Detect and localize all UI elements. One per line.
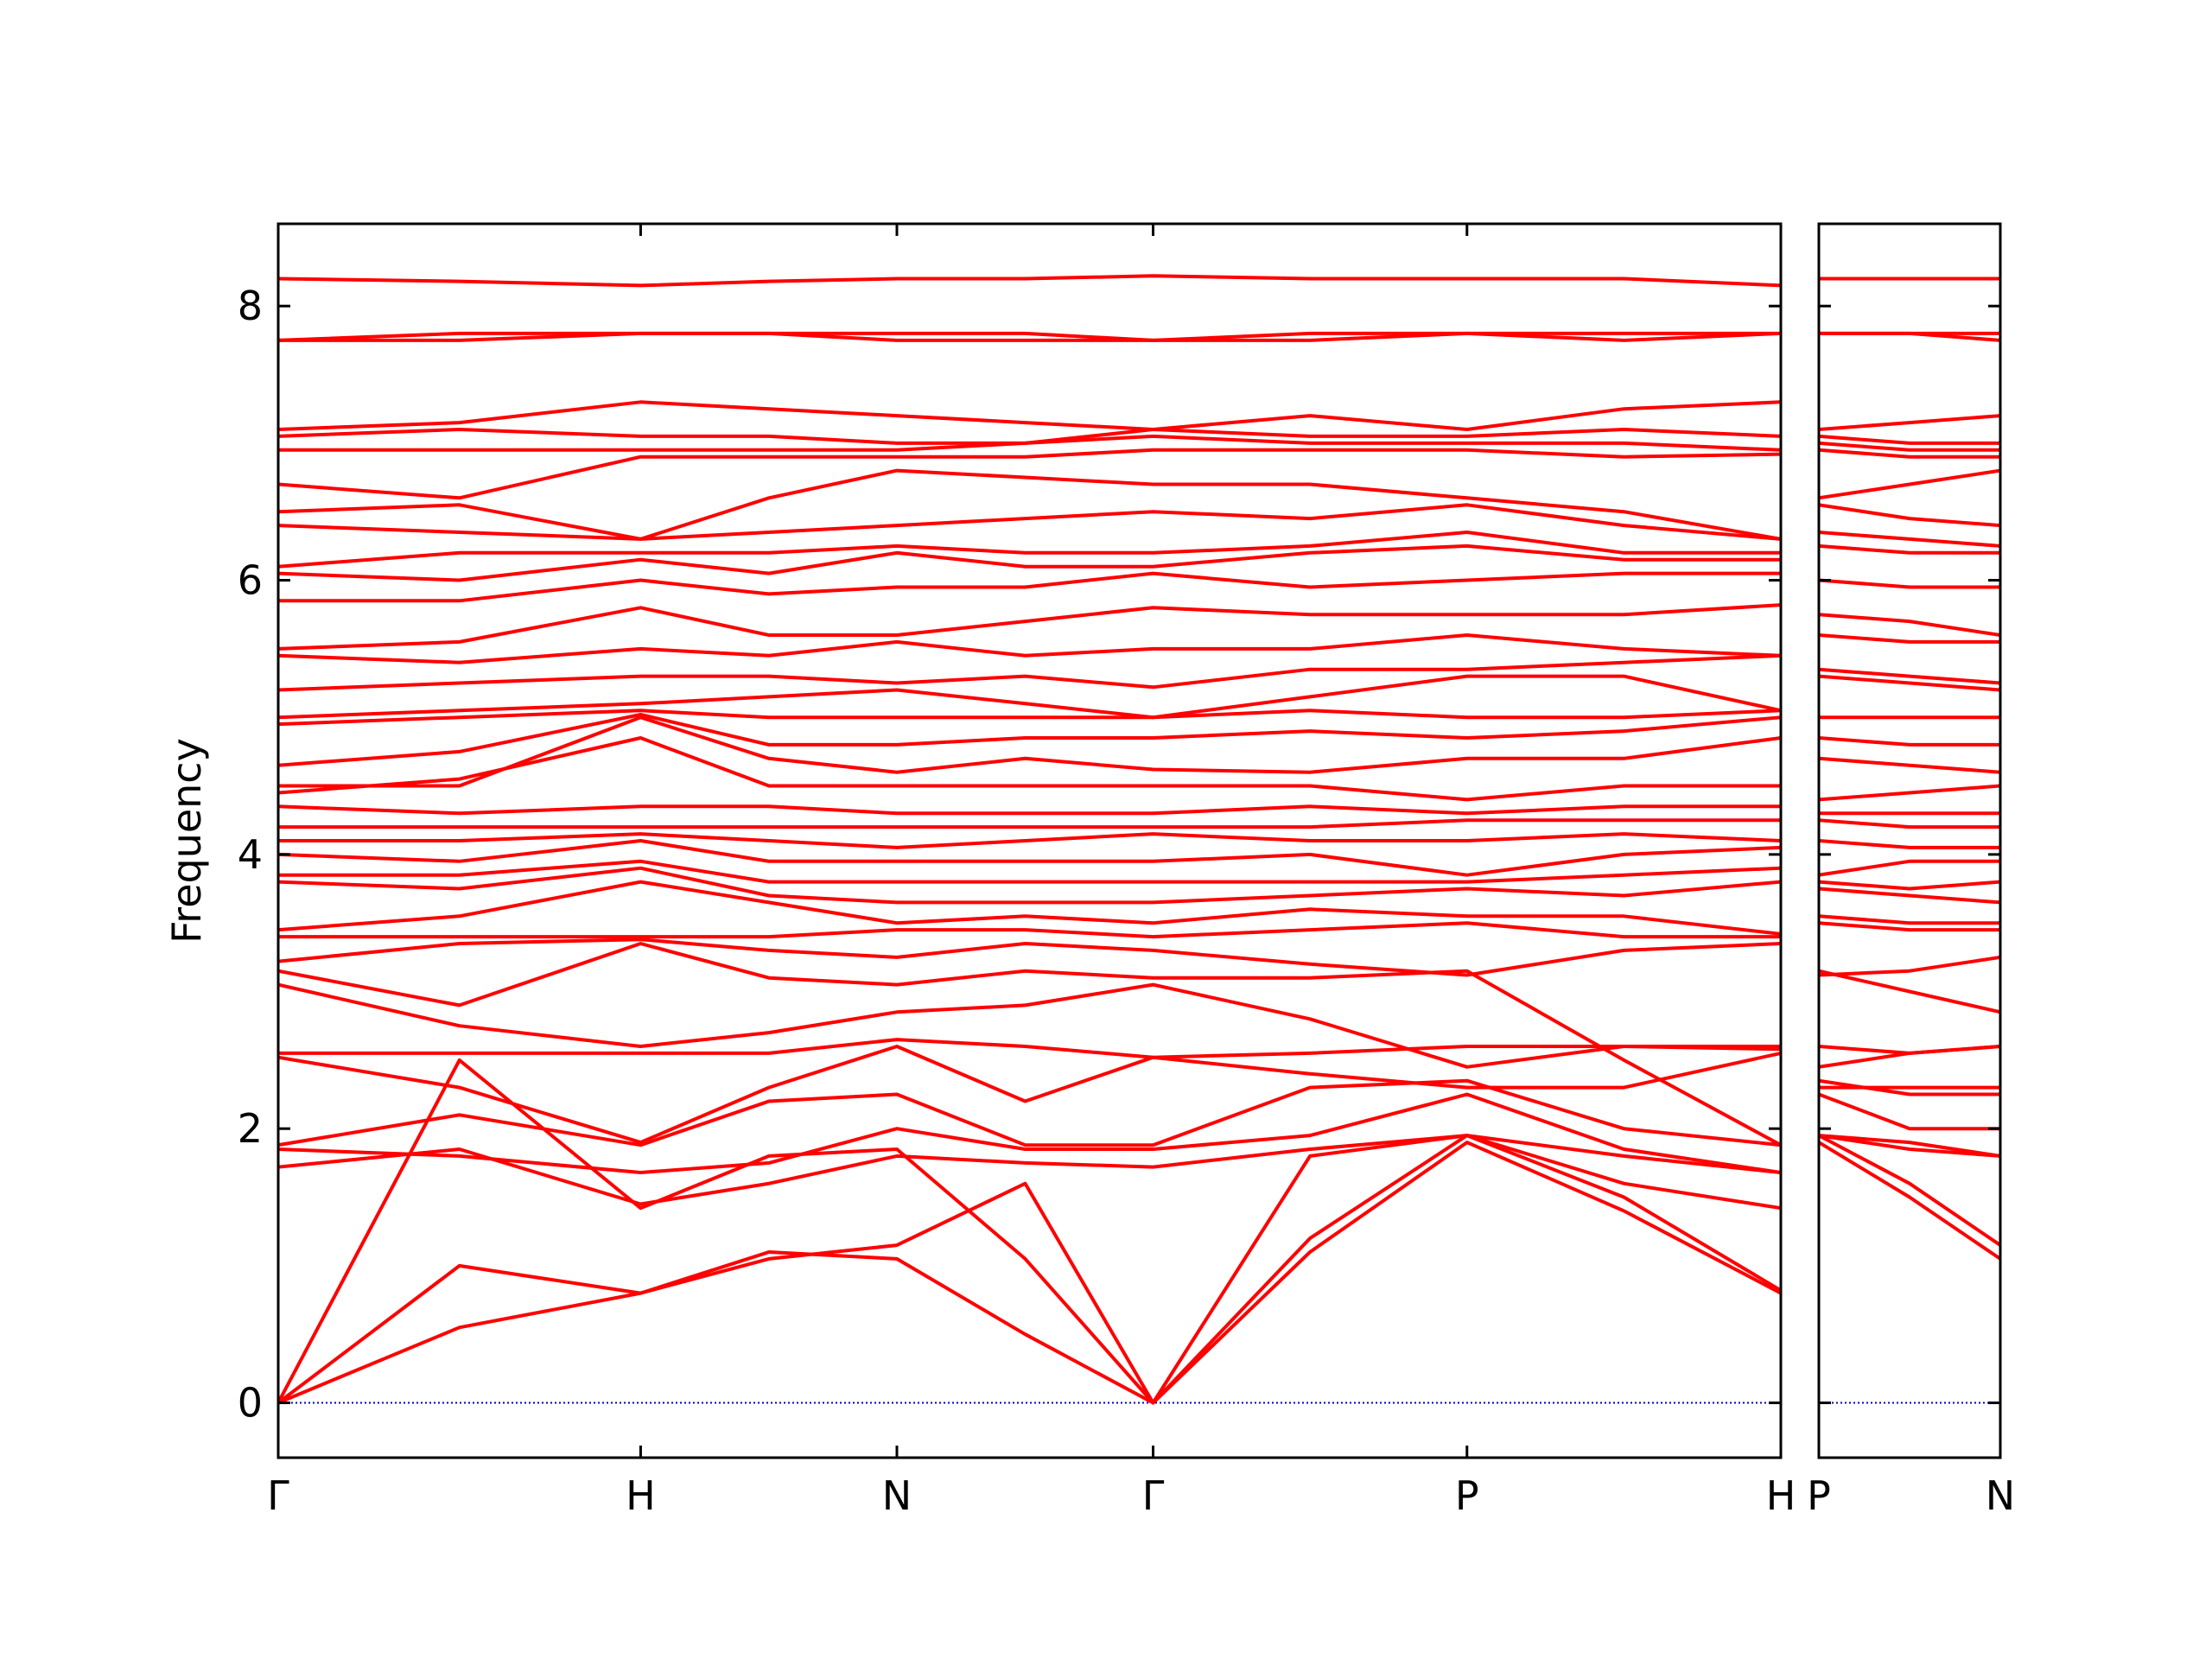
x-tick-label: N [882, 1472, 912, 1519]
band-line [278, 736, 1781, 802]
band-line [1819, 955, 2000, 977]
band-line [1819, 613, 2000, 637]
band-line [278, 1058, 1781, 1405]
band-line [1819, 531, 2000, 548]
band-line [278, 713, 1781, 767]
band-line [278, 571, 1781, 603]
band-line [1819, 1134, 2000, 1158]
band-line [1819, 1045, 2000, 1069]
band-line [1819, 880, 2000, 891]
band-line [278, 839, 1781, 877]
band-line [278, 428, 1781, 445]
band-line [1819, 1134, 2000, 1247]
band-line [278, 709, 1781, 727]
y-axis-label: Frequency [163, 738, 210, 944]
x-tick-label: P [1807, 1472, 1831, 1519]
band-line [278, 866, 1781, 905]
band-line [278, 982, 1781, 1069]
band-line [1819, 414, 2000, 431]
band-line [278, 1092, 1781, 1174]
band-line [278, 832, 1781, 849]
band-line [278, 818, 1781, 830]
band-line [278, 674, 1781, 720]
x-tick-label: H [1766, 1472, 1796, 1519]
band-line [278, 531, 1781, 569]
x-tick-label: H [626, 1472, 656, 1519]
band-line [1819, 434, 2000, 445]
band-line [1819, 756, 2000, 774]
band-line [278, 1134, 1781, 1405]
band-line [1819, 1134, 2000, 1158]
band-line [1819, 633, 2000, 644]
band-line [1819, 969, 2000, 1014]
y-tick-label: 0 [238, 1380, 263, 1427]
band-line [278, 1038, 1781, 1059]
band-line [278, 1134, 1781, 1206]
y-tick-label: 6 [238, 557, 263, 604]
band-line [278, 1141, 1781, 1405]
panel-frame [276, 222, 1783, 1459]
band-line [1819, 1141, 2000, 1261]
band-line [278, 1078, 1781, 1147]
band-line [278, 468, 1781, 541]
x-tick-label: N [1986, 1472, 2015, 1519]
band-line [278, 503, 1781, 541]
band-line [1819, 921, 2000, 932]
band-line [1819, 818, 2000, 830]
band-line [1819, 914, 2000, 925]
band-line [1819, 578, 2000, 589]
y-tick-label: 4 [238, 831, 263, 878]
band-line [1819, 887, 2000, 905]
x-tick-label: Γ [1142, 1472, 1165, 1519]
band-line [1819, 441, 2000, 452]
band-line [278, 942, 1781, 1147]
band-line [278, 543, 1781, 582]
band-line [278, 804, 1781, 816]
band-line [1819, 736, 2000, 747]
plot-area [278, 274, 1781, 1405]
band-line [278, 400, 1781, 431]
band-line [278, 331, 1781, 342]
band-line [278, 938, 1781, 977]
band-line [1819, 503, 2000, 528]
band-line [278, 1045, 1781, 1145]
band-line [1819, 543, 2000, 555]
band-line [1819, 1078, 2000, 1096]
plot-area [1819, 276, 2000, 1404]
band-line [1819, 667, 2000, 685]
band-line [1819, 468, 2000, 500]
band-line [278, 331, 1781, 342]
band-line [278, 448, 1781, 500]
band-line [278, 653, 1781, 692]
band-line [1819, 1092, 2000, 1131]
band-line [278, 633, 1781, 664]
band-line [1819, 839, 2000, 849]
band-line [278, 921, 1781, 939]
band-line [1819, 448, 2000, 459]
y-tick-label: 2 [238, 1105, 263, 1152]
x-tick-label: Γ [267, 1472, 289, 1519]
band-line [1819, 859, 2000, 877]
band-line [1819, 784, 2000, 802]
x-tick-label: P [1455, 1472, 1479, 1519]
panel-frame [1817, 222, 2002, 1459]
y-tick-label: 8 [238, 283, 263, 329]
band-line [1819, 674, 2000, 692]
band-line [278, 880, 1781, 936]
band-line [278, 274, 1781, 288]
band-line [278, 715, 1781, 788]
band-line [278, 603, 1781, 651]
band-line [278, 859, 1781, 884]
